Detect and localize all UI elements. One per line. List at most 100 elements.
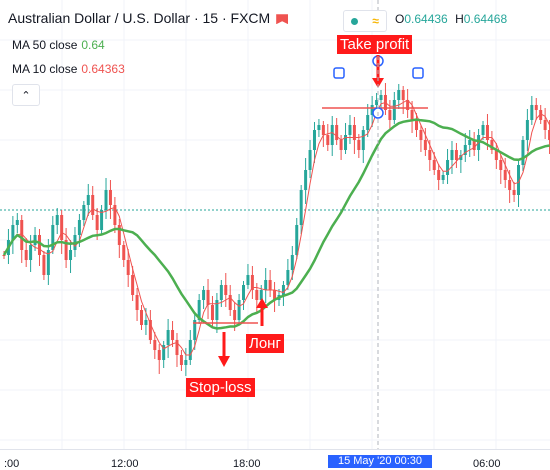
candle-body [136, 295, 139, 310]
candle-body [304, 170, 307, 190]
ma50-value: 0.64 [81, 38, 104, 52]
open-value: 0.64436 [404, 12, 447, 26]
candle-body [322, 125, 325, 135]
chevron-up-icon: ⌃ [21, 89, 30, 102]
ma50-label: MA 50 close [12, 38, 77, 52]
candle-body [357, 140, 360, 150]
candle-body [340, 140, 343, 150]
candle-body [415, 120, 418, 130]
ma50-legend[interactable]: MA 50 close 0.64 [12, 38, 105, 52]
candle-body [122, 245, 125, 260]
candle-body [42, 255, 45, 275]
candle-body [366, 115, 369, 130]
crosshair-time-label: 15 May '20 00:30 [328, 455, 432, 468]
candle-body [530, 105, 533, 120]
candle-body [255, 290, 258, 300]
candle-body [380, 95, 383, 100]
candle-body [25, 250, 28, 260]
candle-body [468, 140, 471, 145]
candle-body [144, 320, 147, 325]
candle-body [109, 190, 112, 205]
candle-body [428, 150, 431, 160]
candle-body [105, 190, 108, 210]
candle-body [140, 310, 143, 325]
candle-body [419, 130, 422, 140]
time-label: :00 [4, 458, 19, 470]
candle-body [442, 175, 445, 180]
candle-body [96, 215, 99, 230]
drawing-handle[interactable] [413, 68, 423, 78]
collapse-legend-button[interactable]: ⌃ [12, 84, 40, 106]
candle-body [180, 355, 183, 365]
candle-body [313, 130, 316, 150]
candle-body [504, 170, 507, 180]
candle-body [291, 255, 294, 270]
candle-body [220, 285, 223, 300]
long-label[interactable]: Лонг [246, 334, 284, 353]
live-dot-icon [351, 18, 358, 25]
market-status[interactable]: ≈ [343, 10, 387, 32]
candle-body [264, 280, 267, 290]
symbol-title: Australian Dollar / U.S. Dollar · 15 · F… [8, 10, 270, 26]
open-label: O [395, 12, 404, 26]
arrow-down-icon [218, 332, 230, 367]
candle-body [60, 215, 63, 240]
candle-body [446, 160, 449, 175]
candle-body [499, 160, 502, 170]
candle-body [300, 190, 303, 225]
candle-body [455, 150, 458, 160]
ohlc-values: O0.64436 H0.64468 [395, 12, 507, 26]
candle-body [167, 330, 170, 345]
candle-body [69, 250, 72, 260]
candle-body [158, 350, 161, 360]
candle-body [153, 340, 156, 350]
candle-body [34, 235, 37, 245]
candle-body [544, 120, 547, 130]
candle-body [411, 110, 414, 120]
candle-body [286, 270, 289, 285]
candle-body [482, 125, 485, 135]
candle-body [402, 90, 405, 100]
candle-body [260, 290, 263, 300]
candle-body [388, 110, 391, 120]
take-profit-drawing[interactable] [322, 56, 428, 118]
candle-body [184, 360, 187, 365]
candle-body [16, 220, 19, 225]
take-profit-label[interactable]: Take profit [337, 35, 412, 54]
candle-body [309, 150, 312, 170]
candle-body [535, 105, 538, 110]
drawing-handle[interactable] [334, 68, 344, 78]
candle-body [362, 130, 365, 150]
candle-body [242, 285, 245, 300]
candle-body [433, 160, 436, 170]
symbol-legend[interactable]: Australian Dollar / U.S. Dollar · 15 · F… [8, 10, 288, 26]
candle-body [348, 125, 351, 135]
candle-body [508, 180, 511, 190]
candle-body [437, 170, 440, 180]
candle-body [397, 90, 400, 100]
candle-body [317, 125, 320, 130]
candle-body [211, 305, 214, 320]
candle-body [513, 190, 516, 195]
candle-body [131, 275, 134, 295]
candle-body [189, 340, 192, 360]
flag-icon[interactable] [276, 14, 288, 24]
time-axis[interactable]: :00 12:00 18:00 06:00 [0, 449, 550, 469]
candle-body [450, 150, 453, 160]
candle-body [282, 285, 285, 295]
candle-body [238, 300, 241, 320]
candle-body [246, 275, 249, 285]
candle-body [171, 330, 174, 340]
candle-body [91, 195, 94, 215]
candle-body [326, 135, 329, 145]
candle-body [82, 205, 85, 220]
time-label: 18:00 [233, 458, 261, 470]
candle-body [87, 195, 90, 205]
high-label: H [455, 12, 464, 26]
candle-body [393, 100, 396, 120]
candle-body [56, 215, 59, 225]
candle-body [127, 260, 130, 275]
stop-loss-label[interactable]: Stop-loss [186, 378, 255, 397]
candle-body [269, 280, 272, 290]
